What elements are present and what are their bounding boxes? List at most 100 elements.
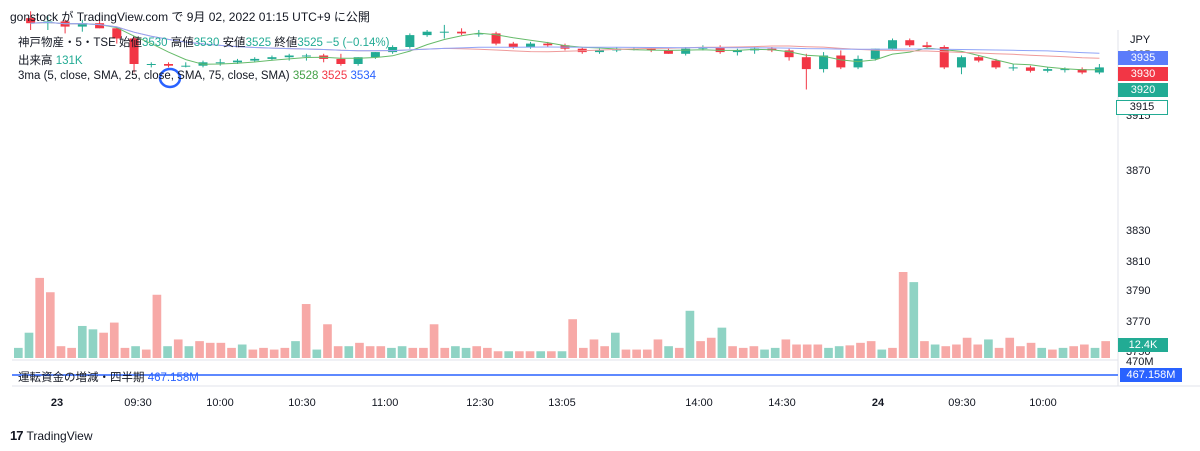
- volume-bar: [376, 346, 386, 358]
- volume-bar: [483, 347, 492, 358]
- volume-bar: [205, 342, 215, 358]
- candle-body: [112, 28, 122, 39]
- volume-bar: [1058, 347, 1068, 358]
- volume-bar: [610, 332, 620, 358]
- volume-bar: [770, 347, 780, 358]
- time-tick: 09:30: [948, 397, 976, 409]
- time-tick: 23: [50, 397, 64, 409]
- close-label: 終値: [274, 37, 298, 49]
- candle-body: [439, 31, 449, 33]
- volume-bar: [67, 347, 76, 358]
- volume-label[interactable]: 出来高: [18, 55, 53, 67]
- ma-label[interactable]: 3ma (5, close, SMA, 25, close, SMA, 75, …: [18, 70, 290, 82]
- volume-bar: [962, 337, 972, 358]
- candle-body: [474, 33, 484, 35]
- volume-bar: [141, 349, 151, 358]
- volume-bar: [88, 329, 98, 358]
- volume-bar: [920, 341, 929, 358]
- volume-bar: [706, 337, 716, 358]
- volume-bar: [984, 339, 993, 358]
- tv-logo-icon: 17: [10, 428, 24, 443]
- candle-body: [422, 31, 432, 36]
- volume-bar: [952, 344, 961, 358]
- indicator-legend: 運転資金の増減・四半期 467.158M: [18, 369, 199, 385]
- change-value: −5 (−0.14%): [326, 37, 390, 49]
- volume-bar: [813, 344, 823, 358]
- publish-info: gonstock が TradingView.com で 9月 02, 2022…: [10, 10, 370, 24]
- volume-bar: [493, 351, 503, 358]
- candle-body: [1060, 69, 1070, 71]
- volume-bar: [344, 346, 354, 358]
- volume-bar: [184, 346, 194, 358]
- volume-bar: [845, 345, 855, 358]
- price-tick: 3770: [1126, 316, 1151, 328]
- volume-bar: [227, 347, 236, 358]
- volume-bar: [397, 346, 407, 358]
- volume-bar: [419, 347, 428, 358]
- time-tick: 14:00: [685, 397, 713, 409]
- symbol-legend: 神戸物産・5・TSE 始値3530 高値3530 安値3525 終値3525 −…: [18, 34, 389, 50]
- candle-body: [784, 50, 794, 58]
- volume-bar: [1037, 347, 1047, 358]
- volume-bar: [451, 346, 460, 358]
- open-value: 3530: [141, 37, 168, 49]
- volume-bar: [994, 347, 1004, 358]
- price-badge: 3920: [1118, 83, 1168, 97]
- symbol-name[interactable]: 神戸物産・5・TSE: [18, 37, 116, 49]
- candle-body: [870, 48, 880, 59]
- volume-bar: [856, 342, 865, 358]
- candle-body: [922, 45, 932, 47]
- volume-bar: [1080, 344, 1089, 358]
- candle-body: [732, 50, 742, 53]
- volume-bar: [1101, 341, 1110, 358]
- volume-bar: [237, 344, 247, 358]
- candle-body: [715, 47, 725, 53]
- candle-body: [370, 52, 380, 58]
- candle-body: [336, 58, 346, 64]
- candle-body: [801, 57, 811, 70]
- volume-bar: [301, 304, 311, 358]
- open-label: 始値: [118, 37, 142, 49]
- candle-body: [77, 23, 87, 27]
- candle-body: [215, 62, 225, 64]
- volume-legend: 出来高 131K: [18, 52, 83, 68]
- tradingview-logo[interactable]: 17 TradingView: [10, 428, 93, 443]
- time-tick: 14:30: [768, 397, 796, 409]
- candle-body: [267, 57, 277, 59]
- price-badge: 3935: [1118, 51, 1168, 65]
- candle-body: [26, 18, 36, 24]
- volume-bar: [941, 346, 951, 358]
- currency-label[interactable]: JPY: [1130, 34, 1151, 46]
- volume-bar: [547, 351, 556, 358]
- volume-bar: [728, 346, 737, 358]
- candle-body: [836, 55, 846, 68]
- high-label: 高値: [170, 37, 194, 49]
- candle-body: [1043, 69, 1053, 71]
- ma75-line: [30, 21, 1100, 54]
- volume-bar: [131, 346, 140, 358]
- volume-badge: 12.4K: [1118, 338, 1168, 352]
- volume-bar: [589, 339, 599, 358]
- price-badge: 3930: [1118, 67, 1168, 81]
- indicator-name[interactable]: 運転資金の増減・四半期: [18, 372, 145, 384]
- volume-bar: [120, 347, 130, 358]
- volume-bar: [35, 277, 44, 358]
- volume-bar: [664, 346, 673, 358]
- candle-body: [353, 57, 363, 64]
- volume-bar: [1026, 342, 1036, 358]
- candle-body: [819, 55, 829, 70]
- volume-bar: [355, 342, 364, 358]
- low-label: 安値: [222, 37, 246, 49]
- volume-bar: [24, 332, 34, 358]
- candle-body: [974, 57, 984, 61]
- volume-bar: [1016, 346, 1025, 358]
- volume-bar: [216, 342, 226, 358]
- volume-bar: [1005, 337, 1015, 358]
- time-tick: 10:00: [206, 397, 234, 409]
- time-tick: 09:30: [124, 397, 152, 409]
- close-value: 3525: [297, 37, 323, 49]
- candle-body: [129, 38, 139, 64]
- volume-bar: [1048, 349, 1057, 358]
- volume-bar: [472, 346, 482, 358]
